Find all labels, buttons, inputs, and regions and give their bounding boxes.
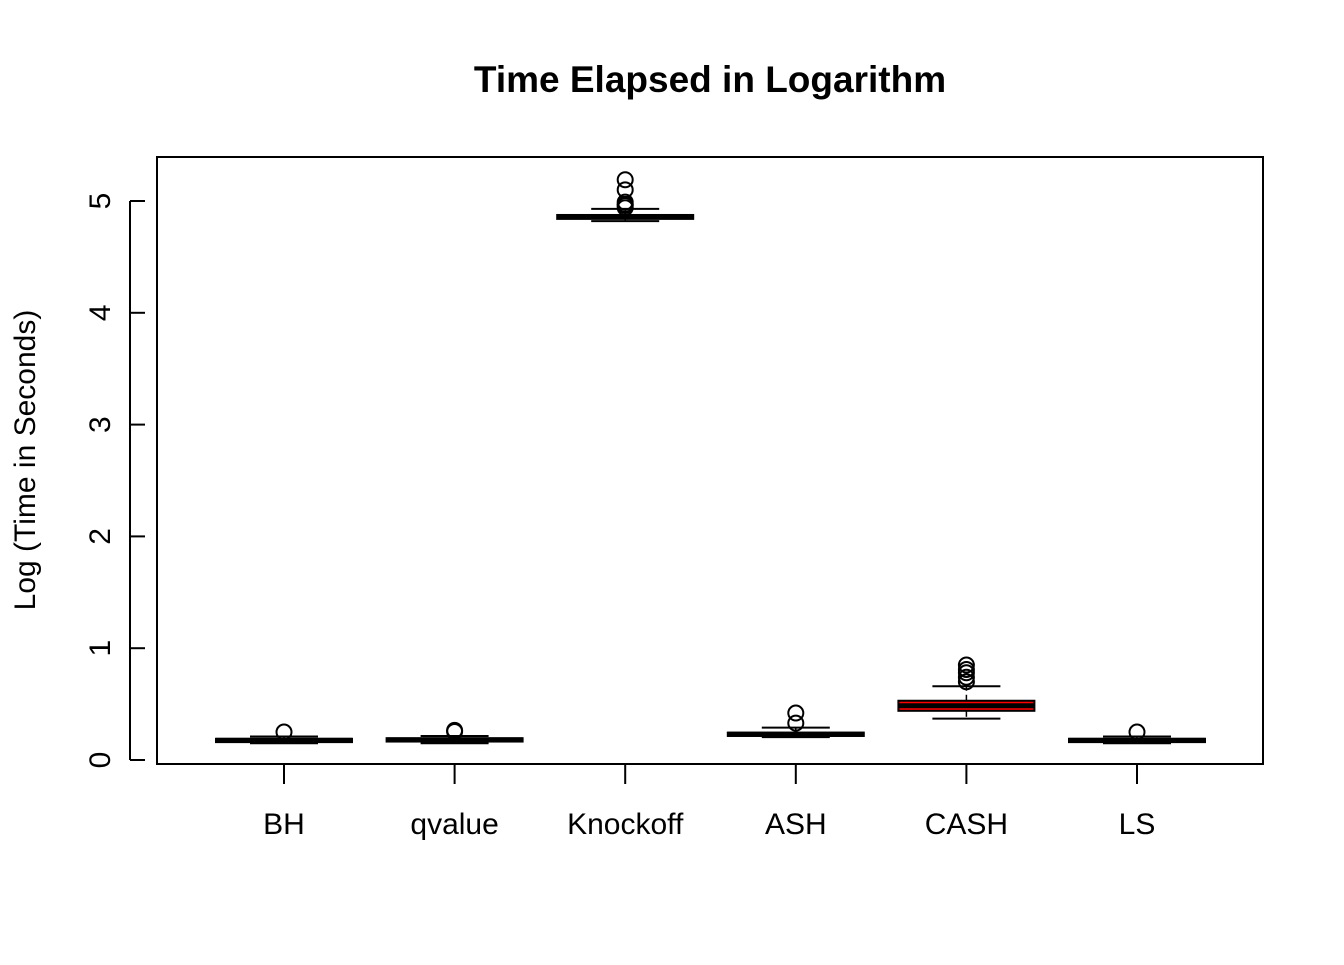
box-bh [215, 723, 353, 745]
y-tick-label: 3 [84, 416, 117, 433]
box-knockoff [556, 171, 695, 223]
outlier-point [616, 171, 634, 189]
plot-frame [156, 156, 1264, 765]
x-tick-label: Knockoff [567, 808, 684, 841]
y-tick-label: 4 [84, 304, 117, 321]
outlier-point [787, 704, 805, 722]
box-cash [897, 656, 1036, 720]
outlier-point [616, 181, 634, 199]
outlier-point [275, 723, 293, 741]
outlier-point [446, 721, 464, 739]
box-ash [726, 704, 865, 739]
y-axis: 0 1 2 3 4 5 [84, 193, 145, 769]
box-ls [1068, 723, 1206, 745]
outlier-point [957, 656, 975, 674]
outlier-point [957, 660, 975, 678]
outlier-point [957, 673, 975, 691]
x-tick-label: BH [263, 808, 305, 841]
y-tick-label: 2 [84, 528, 117, 545]
outlier-point [1128, 723, 1146, 741]
box-qvalue [385, 721, 524, 745]
x-axis: BH qvalue Knockoff ASH CASH LS [263, 763, 1156, 841]
x-tick-label: qvalue [410, 808, 498, 841]
y-tick-label: 5 [84, 193, 117, 210]
outlier-point [957, 668, 975, 686]
y-tick-label: 0 [84, 752, 117, 769]
x-tick-label: CASH [925, 808, 1008, 841]
x-tick-label: ASH [765, 808, 827, 841]
outlier-point [616, 193, 634, 211]
outlier-point [787, 714, 805, 732]
y-axis-label: Log (Time in Seconds) [9, 310, 42, 611]
y-tick-label: 1 [84, 640, 117, 657]
x-tick-label: LS [1119, 808, 1156, 841]
chart-title: Time Elapsed in Logarithm [474, 59, 946, 100]
boxes-group [215, 171, 1206, 745]
